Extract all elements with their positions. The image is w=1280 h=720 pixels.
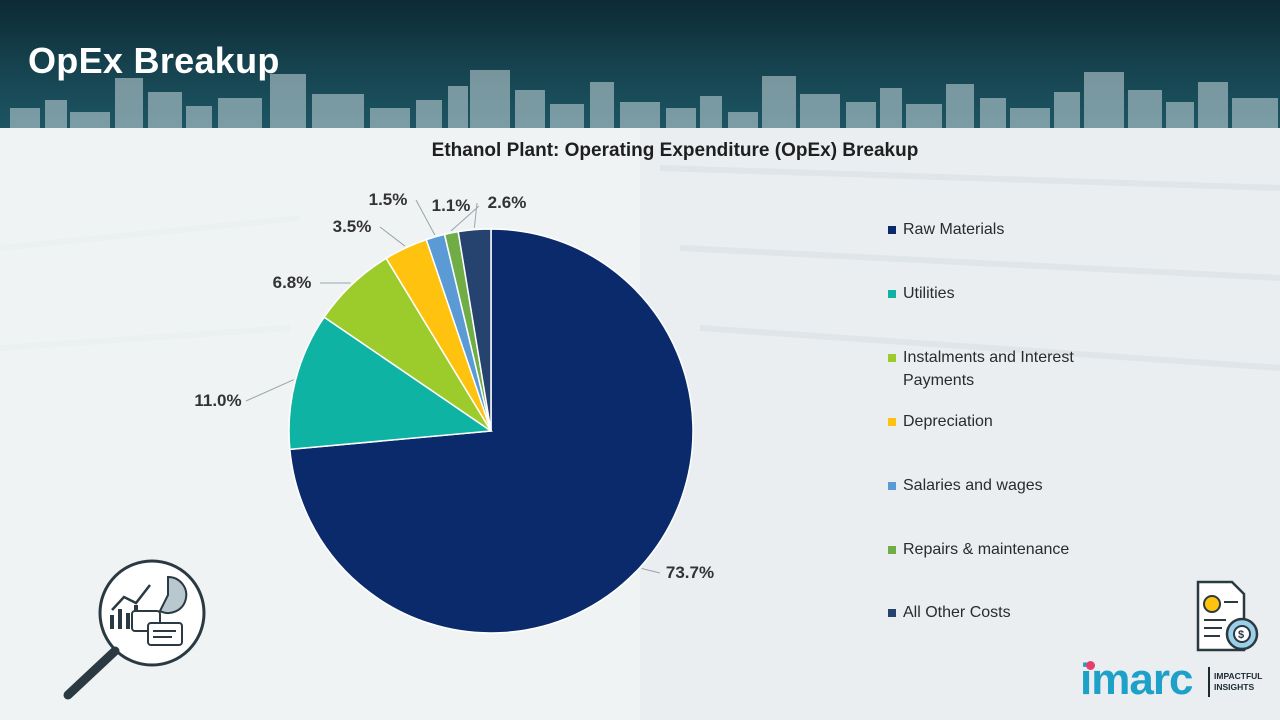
legend-item-utilities: Utilities [888, 282, 1128, 305]
leader-line-raw-materials [641, 568, 661, 574]
legend-label: Raw Materials [903, 221, 1005, 238]
finance-document-gear-icon: $ [1192, 578, 1264, 663]
legend-swatch [888, 609, 896, 617]
legend-swatch [888, 354, 896, 362]
chart-title: Ethanol Plant: Operating Expenditure (Op… [431, 140, 919, 161]
magnifier-analytics-icon [60, 555, 210, 710]
logo-divider [1208, 667, 1210, 697]
logo-tagline-line1: IMPACTFUL [1214, 671, 1263, 681]
leader-line-depreciation [379, 226, 406, 247]
legend-label: All Other Costs [903, 604, 1011, 621]
legend-label: Repairs & maintenance [903, 541, 1070, 558]
leader-line-salaries-and-wages [415, 199, 436, 236]
leader-line-repairs-maintenance [450, 205, 480, 232]
legend-item-salaries-and-wages: Salaries and wages [888, 474, 1128, 497]
logo-dot [1086, 661, 1095, 670]
legend-swatch [888, 418, 896, 426]
data-label-raw-materials: 73.7% [666, 563, 714, 582]
logo-wordmark: imarc [1080, 655, 1193, 704]
data-label-repairs-maintenance: 1.1% [432, 196, 471, 215]
legend-swatch [888, 482, 896, 490]
legend-label: Utilities [903, 285, 955, 302]
legend-label: Depreciation [903, 413, 993, 430]
legend-item-raw-materials: Raw Materials [888, 218, 1128, 241]
city-skyline-graphic [10, 70, 1278, 128]
svg-text:$: $ [1238, 629, 1244, 641]
page-title: OpEx Breakup [28, 40, 280, 81]
pie-slice-utilities [288, 316, 494, 451]
legend-swatch [888, 290, 896, 298]
legend-item-all-other-costs: All Other Costs [888, 601, 1128, 624]
leader-line-all-other-costs [473, 202, 478, 228]
data-label-all-other-costs: 2.6% [488, 193, 527, 212]
legend-item-instalments-and-interest-payments: Instalments and Interest Payments [888, 346, 1128, 392]
data-label-salaries-and-wages: 1.5% [369, 190, 408, 209]
data-label-instalments-and-interest-payments: 6.8% [273, 273, 312, 292]
legend-label: Instalments and Interest Payments [903, 349, 1074, 389]
leader-line-utilities [245, 379, 294, 402]
logo-tagline-line2: INSIGHTS [1214, 682, 1255, 692]
logo-tagline: IMPACTFUL INSIGHTS [1214, 671, 1263, 693]
legend-swatch [888, 226, 896, 234]
pie-slice-all-other-costs [457, 228, 492, 432]
data-label-depreciation: 3.5% [333, 217, 372, 236]
legend-label: Salaries and wages [903, 477, 1043, 494]
imarc-logo: imarc IMPACTFUL INSIGHTS [1080, 655, 1262, 705]
legend-item-repairs-maintenance: Repairs & maintenance [888, 538, 1128, 561]
data-label-utilities: 11.0% [194, 391, 241, 410]
legend-item-depreciation: Depreciation [888, 410, 1128, 433]
legend-swatch [888, 546, 896, 554]
header-banner: OpEx Breakup [0, 0, 1280, 128]
